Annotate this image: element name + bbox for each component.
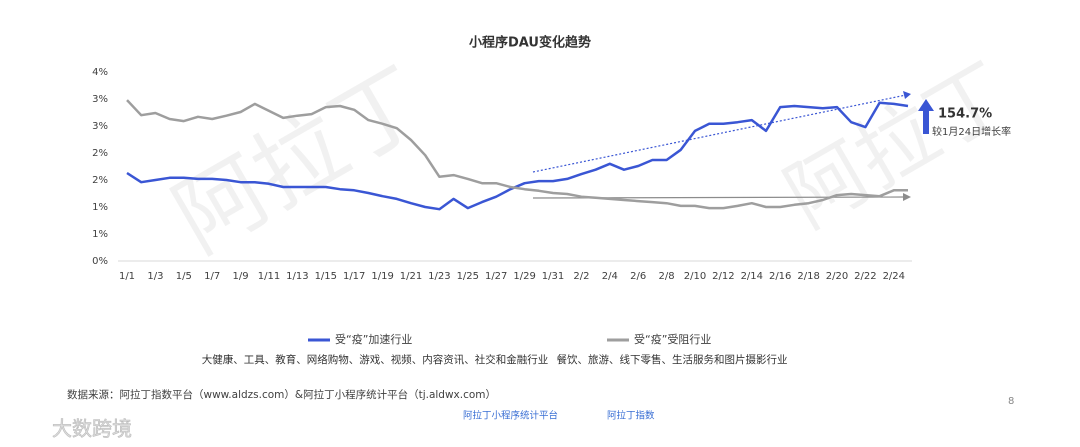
- growth-note: 较1月24日增长率: [932, 125, 1011, 138]
- legend-description: 餐饮、旅游、线下零售、生活服务和图片摄影行业: [557, 353, 788, 366]
- y-tick-label: 3%: [92, 94, 108, 105]
- logo: 阿拉丁指数: [607, 410, 655, 422]
- page-number: 8: [1008, 396, 1014, 407]
- y-tick-label: 4%: [92, 67, 108, 78]
- y-tick-label: 3%: [92, 121, 108, 132]
- source: 数据来源：阿拉丁指数平台（www.aldzs.com）&阿拉丁小程序统计平台（t…: [67, 388, 496, 401]
- x-tick-label: 2/4: [602, 271, 618, 282]
- series-line: [126, 99, 908, 210]
- legend-label: 受“疫”加速行业: [335, 332, 412, 346]
- x-tick-label: 2/2: [573, 271, 589, 282]
- x-tick-label: 2/14: [741, 271, 763, 282]
- x-tick-label: 2/18: [797, 271, 819, 282]
- x-tick-label: 1/15: [315, 271, 337, 282]
- y-tick-label: 2%: [92, 175, 108, 186]
- x-tick-label: 1/29: [513, 271, 535, 282]
- x-tick-label: 1/13: [286, 271, 308, 282]
- x-tick-label: 1/7: [204, 271, 220, 282]
- x-tick-label: 1/19: [371, 271, 393, 282]
- x-tick-label: 1/9: [233, 271, 249, 282]
- x-tick-label: 2/22: [854, 271, 876, 282]
- x-tick-label: 1/21: [400, 271, 422, 282]
- x-tick-label: 2/12: [712, 271, 734, 282]
- x-tick-label: 1/25: [457, 271, 479, 282]
- legend-label: 受“疫”受阻行业: [634, 332, 711, 346]
- y-tick-label: 0%: [92, 256, 108, 267]
- x-tick-label: 2/8: [659, 271, 675, 282]
- growth-arrow: [918, 99, 934, 134]
- y-tick-label: 1%: [92, 229, 108, 240]
- chart-title: 小程序DAU变化趋势: [469, 35, 591, 51]
- arrow-head: [903, 91, 911, 99]
- x-tick-label: 2/6: [630, 271, 646, 282]
- x-tick-label: 1/5: [176, 271, 192, 282]
- arrow-head: [903, 193, 911, 201]
- x-tick-label: 1/1: [119, 271, 135, 282]
- trend-arrow: [532, 94, 907, 173]
- x-tick-label: 1/27: [485, 271, 507, 282]
- y-tick-label: 1%: [92, 202, 108, 213]
- x-tick-label: 1/11: [258, 271, 280, 282]
- x-tick-label: 1/23: [428, 271, 450, 282]
- watermark: 大数跨境: [52, 417, 132, 441]
- x-tick-label: 2/24: [883, 271, 905, 282]
- x-tick-label: 2/10: [684, 271, 706, 282]
- x-tick-label: 2/16: [769, 271, 791, 282]
- x-tick-label: 1/3: [147, 271, 163, 282]
- logo: 阿拉丁小程序统计平台: [463, 410, 558, 422]
- x-tick-label: 2/20: [826, 271, 848, 282]
- x-tick-label: 1/31: [542, 271, 564, 282]
- watermark: 阿拉丁: [770, 45, 1024, 246]
- legend-description: 大健康、工具、教育、网络购物、游戏、视频、内容资讯、社交和金融行业: [202, 353, 549, 366]
- y-tick-label: 2%: [92, 148, 108, 159]
- watermark: 阿拉丁: [157, 47, 443, 273]
- growth-value: 154.7%: [938, 107, 992, 122]
- series-line: [126, 101, 909, 211]
- x-tick-label: 1/17: [343, 271, 365, 282]
